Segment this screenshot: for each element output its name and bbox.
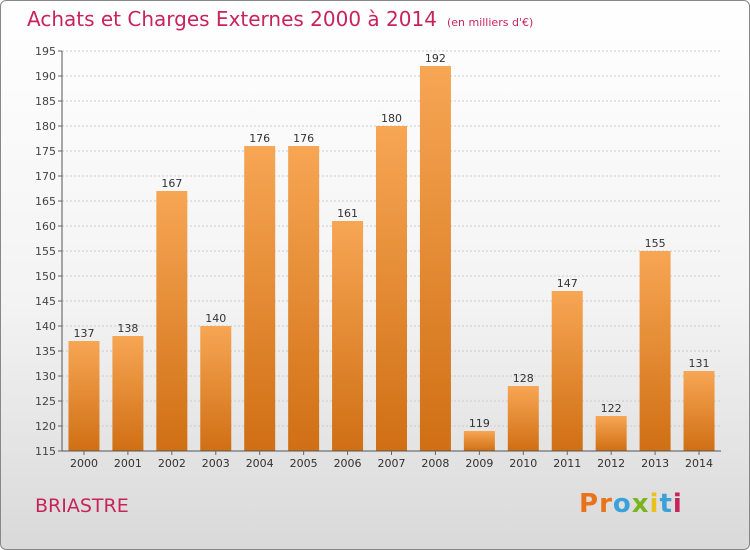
y-tick-label: 115 (35, 445, 56, 458)
x-tick-label: 2014 (685, 457, 713, 470)
y-tick-label: 125 (35, 395, 56, 408)
x-tick-label: 2010 (509, 457, 537, 470)
bar-value-label: 192 (425, 52, 446, 65)
x-tick-label: 2001 (114, 457, 142, 470)
y-tick-label: 140 (35, 320, 56, 333)
bar (112, 336, 144, 451)
x-tick-label: 2009 (465, 457, 493, 470)
y-tick-label: 175 (35, 145, 56, 158)
y-tick-label: 185 (35, 95, 56, 108)
y-tick-label: 190 (35, 70, 56, 83)
chart-title: Achats et Charges Externes 2000 à 2014 (e… (27, 7, 534, 31)
y-tick-label: 145 (35, 295, 56, 308)
bar (419, 66, 451, 451)
bar (551, 291, 583, 451)
proxiti-logo: Proxiti (579, 489, 683, 519)
x-tick-label: 2007 (378, 457, 406, 470)
chart-subtitle: (en milliers d'€) (446, 16, 534, 29)
logo-letter: x (631, 489, 650, 519)
logo-letter: i (649, 489, 660, 519)
bar (376, 126, 407, 451)
bar-value-label: 167 (161, 177, 182, 190)
bar (332, 221, 364, 451)
bar-value-label: 180 (381, 112, 402, 125)
x-tick-label: 2004 (246, 457, 274, 470)
bar (156, 191, 188, 451)
x-tick-label: 2006 (334, 457, 362, 470)
bar-value-label: 147 (557, 277, 578, 290)
bar (639, 251, 671, 451)
bar-value-label: 176 (293, 132, 314, 145)
bar (68, 341, 100, 451)
x-tick-label: 2013 (641, 457, 669, 470)
bar-value-label: 119 (469, 417, 490, 430)
logo-letter: P (579, 489, 600, 519)
y-tick-label: 170 (35, 170, 56, 183)
y-tick-label: 180 (35, 120, 56, 133)
logo-letter: r (599, 489, 613, 519)
bar (244, 146, 276, 451)
y-tick-label: 195 (35, 45, 56, 58)
logo-letter: i (672, 489, 683, 519)
y-tick-label: 155 (35, 245, 56, 258)
bar-value-label: 155 (645, 237, 666, 250)
y-tick-label: 160 (35, 220, 56, 233)
bar-value-label: 138 (117, 322, 138, 335)
y-tick-label: 165 (35, 195, 56, 208)
bar (288, 146, 320, 451)
bar-value-label: 122 (601, 402, 622, 415)
bar (507, 386, 539, 451)
x-tick-label: 2002 (158, 457, 186, 470)
x-tick-label: 2012 (597, 457, 625, 470)
bar-value-label: 140 (205, 312, 226, 325)
bar-value-label: 131 (689, 357, 710, 370)
y-tick-label: 150 (35, 270, 56, 283)
logo-letter: o (612, 489, 632, 519)
bar-value-label: 128 (513, 372, 534, 385)
bar-value-label: 161 (337, 207, 358, 220)
bar-value-label: 176 (249, 132, 270, 145)
bar (595, 416, 627, 451)
x-tick-label: 2005 (290, 457, 318, 470)
x-tick-label: 2003 (202, 457, 230, 470)
bar-value-label: 137 (73, 327, 94, 340)
y-tick-label: 130 (35, 370, 56, 383)
bar (200, 326, 232, 451)
commune-name: BRIASTRE (35, 495, 129, 517)
logo-letter: t (659, 489, 673, 519)
y-tick-label: 135 (35, 345, 56, 358)
bar (463, 431, 495, 451)
x-tick-label: 2000 (70, 457, 98, 470)
bar (683, 371, 715, 451)
x-tick-label: 2008 (421, 457, 449, 470)
y-tick-label: 120 (35, 420, 56, 433)
x-tick-label: 2011 (553, 457, 581, 470)
